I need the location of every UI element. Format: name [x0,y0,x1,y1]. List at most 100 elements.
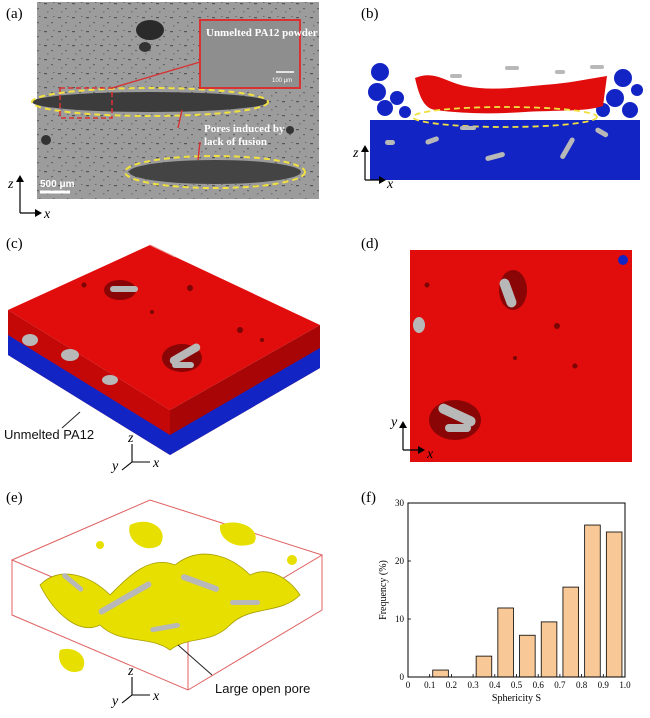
particle [450,74,462,78]
y-axis-label: Frequency (%) [378,560,389,620]
x-tick-label: 0.4 [489,680,501,690]
axis-x-label: x [152,456,160,471]
dark-spot [41,135,51,145]
x-tick-label: 0.2 [446,680,457,690]
particle [110,286,138,292]
histogram-bar [584,524,601,678]
pore-blob [129,521,163,549]
pore-1-outline [31,87,269,117]
x-tick-label: 0.1 [424,680,435,690]
inset-frame [199,19,301,89]
particle [445,424,471,432]
pore-label-line2: lack of fusion [204,136,267,148]
small-pore [572,363,578,369]
powder-particle [622,102,638,118]
pore-blob [59,648,85,673]
axis-y-label: y [110,459,119,474]
histogram-bar [519,634,536,678]
powder-particle [371,63,389,81]
particle [102,375,118,385]
panel-a-micrograph: Unmelted PA12 powder 100 μm Pores induce… [7,2,319,222]
bars-group [432,524,623,678]
inset-scale-label: 100 μm [272,78,292,84]
small-pore [187,285,193,291]
particle [230,600,260,605]
arrowhead [399,421,407,428]
powder-particle [399,106,411,118]
particle [438,403,476,427]
callout-leader [61,411,81,429]
callout-leader [177,644,213,676]
pore-blob [287,555,297,565]
particle [169,343,201,365]
histogram-bar [540,621,558,678]
x-axis-label: Sphericity S [492,693,541,704]
particle [150,622,180,633]
axis-y-label: y [389,415,398,430]
small-pore [513,356,517,360]
histogram-bar [605,531,623,678]
pore-label-line1: Pores induced by [204,123,285,135]
x-tick-label: 0 [406,680,411,690]
particle [499,278,517,308]
particle [425,136,439,145]
melt-pool [415,75,607,114]
zoom-box [59,87,113,119]
panel-d-top-view: y x [389,250,632,462]
powder-bed [370,120,640,180]
y-tick-label: 0 [400,672,405,682]
pore-1 [32,92,268,112]
callout-unmelted: Unmelted PA12 [4,427,94,442]
axis-z-label: z [127,664,134,679]
powder-particle [390,91,404,105]
histogram-bar [432,669,449,678]
axis-z-label: z [7,177,14,192]
x-tick-label: 0.8 [576,680,588,690]
particle [505,66,519,70]
panel-c-label: (c) [6,236,23,252]
edge-line [149,244,176,258]
particle [181,574,219,592]
x-tick-label: 0.7 [554,680,566,690]
pore-leader-2 [197,141,201,161]
arrowhead [16,175,24,182]
edge-powder [618,255,628,265]
small-pore [260,338,264,342]
inset-caption: Unmelted PA12 powder [206,27,318,39]
pore-leader-1 [177,109,183,129]
particle [98,581,152,615]
dark-spot [139,42,151,52]
histogram-bar [562,586,579,678]
pore-blob [96,541,104,549]
x-tick-label: 0.6 [533,680,545,690]
panel-b-crosssection: z x [352,63,643,192]
particle [460,126,476,130]
small-pore [237,327,243,333]
panel-a-label: (a) [6,6,23,22]
powder-particle [631,84,643,96]
axes-group: 0 0.1 0.2 0.3 0.4 0.5 0.6 0.7 0.8 0.9 1.0 0 10 20 30 Sp… [378,498,631,704]
axis-z-label: z [127,431,134,446]
powder-particle [368,83,386,101]
powder-particle [606,89,624,107]
x-tick-label: 1.0 [619,680,631,690]
particle [172,362,194,368]
panel-d-label: (d) [361,236,379,252]
particle [595,127,609,138]
dark-spot [286,126,294,134]
arrowhead [379,176,386,184]
powder-particle [614,69,632,87]
panel-e-pore-network: Large open pore z x y [10,499,324,709]
particle [385,140,395,145]
zoom-leader [111,61,201,89]
particle [61,349,79,361]
panel-c-3d-block: Unmelted PA12 z x y [4,244,320,474]
axis-y-label: y [110,694,119,709]
small-pore [81,282,87,288]
unmelted-layer-right [170,348,320,455]
histogram-bar [475,655,493,678]
arrowhead [361,145,369,152]
panel-f-label: (f) [361,490,376,506]
callout-large-open-pore: Large open pore [215,681,310,696]
x-tick-label: 0.5 [511,680,523,690]
